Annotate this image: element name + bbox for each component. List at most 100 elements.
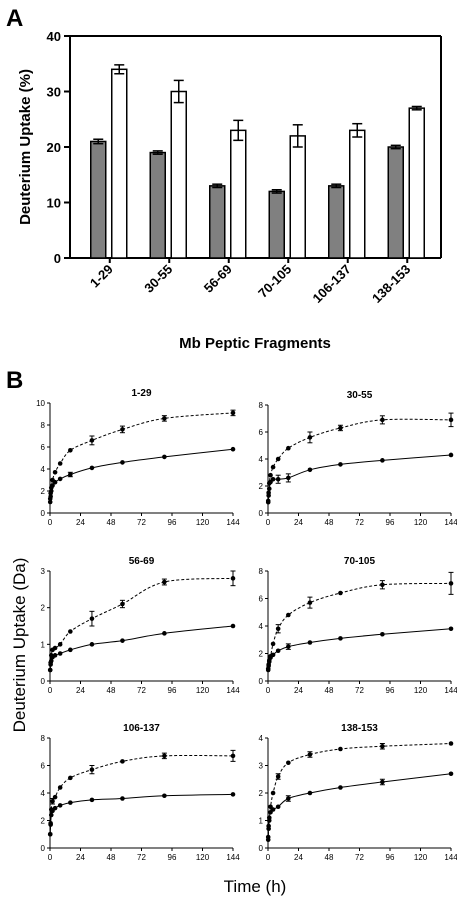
series-line-solid — [267, 628, 452, 671]
data-point — [266, 659, 272, 665]
data-point — [68, 800, 73, 805]
bar — [387, 146, 404, 259]
subplot-title: 70-105 — [344, 556, 376, 567]
data-point — [448, 417, 454, 423]
subplot-y-tick-label: 1 — [259, 817, 264, 826]
data-point — [275, 804, 281, 810]
subplot-y-tick-label: 3 — [259, 762, 264, 771]
subplot-y-tick-label: 1 — [41, 640, 46, 649]
data-point — [266, 663, 271, 669]
data-point — [50, 798, 55, 804]
y-tick-label: 0 — [54, 251, 61, 266]
subplot-x-tick-label: 96 — [386, 686, 395, 695]
subplot-x-tick-label: 144 — [226, 686, 240, 695]
data-point — [380, 582, 385, 588]
subplot-y-tick-label: 0 — [259, 509, 264, 518]
subplot-y-tick-label: 2 — [41, 604, 46, 613]
subplot-y-tick-label: 0 — [259, 844, 264, 853]
subplot-y-tick-label: 6 — [259, 428, 264, 437]
data-point — [380, 631, 385, 637]
subplot-x-tick-label: 72 — [355, 518, 364, 527]
data-point — [380, 458, 385, 463]
subplot-y-tick-label: 4 — [259, 734, 264, 743]
data-point — [120, 759, 125, 764]
subplot-x-tick-label: 72 — [355, 686, 364, 695]
data-point — [57, 785, 63, 790]
subplot-x-tick-label: 48 — [107, 853, 116, 862]
subplot-x-tick-label: 48 — [325, 853, 334, 862]
subplot-x-tick-label: 120 — [196, 686, 210, 695]
data-point — [275, 648, 281, 654]
data-point — [89, 438, 95, 443]
series-line-solid — [267, 454, 452, 503]
subplot-x-tick-label: 24 — [76, 518, 85, 527]
data-point — [230, 623, 236, 629]
data-point — [68, 775, 73, 781]
subplot-x-tick-label: 144 — [444, 686, 457, 695]
subplot-x-tick-label: 96 — [168, 686, 177, 695]
subplot-y-tick-label: 4 — [41, 465, 46, 474]
subplot-x-tick-label: 72 — [137, 853, 146, 862]
subplot-y-tick-label: 6 — [41, 762, 46, 771]
data-point — [270, 790, 276, 796]
subplot-x-tick-label: 48 — [107, 518, 116, 527]
data-point — [265, 834, 271, 840]
data-point — [266, 815, 272, 821]
data-point — [52, 479, 58, 485]
series-line-dashed — [267, 743, 452, 840]
data-point — [120, 427, 125, 432]
subplot-y-tick-label: 2 — [41, 817, 46, 826]
subplot-y-tick-label: 0 — [41, 509, 46, 518]
subplot-x-tick-label: 144 — [226, 518, 240, 527]
subplot-x-tick-label: 72 — [137, 518, 146, 527]
data-point — [270, 464, 276, 470]
subplot-x-tick-label: 48 — [325, 518, 334, 527]
subplot-x-tick-label: 24 — [294, 518, 303, 527]
data-point — [268, 472, 273, 478]
subplot-x-tick-label: 144 — [444, 853, 457, 862]
subplot-x-tick-label: 120 — [414, 853, 428, 862]
data-point — [57, 461, 63, 466]
data-point — [307, 600, 313, 605]
subplot-y-tick-label: 8 — [259, 567, 264, 576]
subplot-x-tick-label: 24 — [76, 853, 85, 862]
data-point — [270, 476, 276, 482]
subplot-y-tick-label: 10 — [36, 399, 45, 408]
data-point — [120, 796, 125, 801]
data-point — [89, 616, 95, 621]
data-point — [286, 612, 291, 618]
data-point — [47, 499, 53, 505]
data-point — [448, 771, 454, 777]
subplot-x-tick-label: 96 — [386, 518, 395, 527]
subplot-y-tick-label: 8 — [259, 401, 264, 410]
series-line-dashed — [267, 582, 452, 669]
data-point — [338, 425, 343, 431]
series-line-solid — [49, 448, 234, 503]
series-line-solid — [49, 625, 234, 671]
data-point — [230, 753, 236, 759]
x-category-label: 30-55 — [141, 262, 175, 296]
data-point — [448, 581, 454, 586]
subplot-x-tick-label: 72 — [355, 853, 364, 862]
subplot-x-tick-label: 0 — [48, 686, 53, 695]
data-point — [89, 642, 95, 647]
data-point — [266, 493, 271, 498]
data-point — [307, 435, 313, 440]
subplot-x-tick-label: 120 — [414, 686, 428, 695]
subplot-x-tick-label: 144 — [444, 518, 457, 527]
data-point — [286, 644, 291, 649]
data-point — [286, 760, 291, 766]
subplot-title: 30-55 — [347, 390, 373, 401]
data-point — [52, 645, 58, 651]
data-point — [338, 785, 343, 790]
y-tick-label: 40 — [47, 29, 61, 44]
x-category-label: 70-105 — [255, 262, 294, 301]
data-point — [266, 823, 271, 829]
subplot-title: 138-153 — [341, 723, 378, 734]
data-point — [68, 472, 73, 477]
data-point — [48, 662, 53, 667]
data-point — [162, 631, 167, 636]
subplot-x-tick-label: 0 — [48, 853, 53, 862]
data-point — [380, 417, 385, 423]
